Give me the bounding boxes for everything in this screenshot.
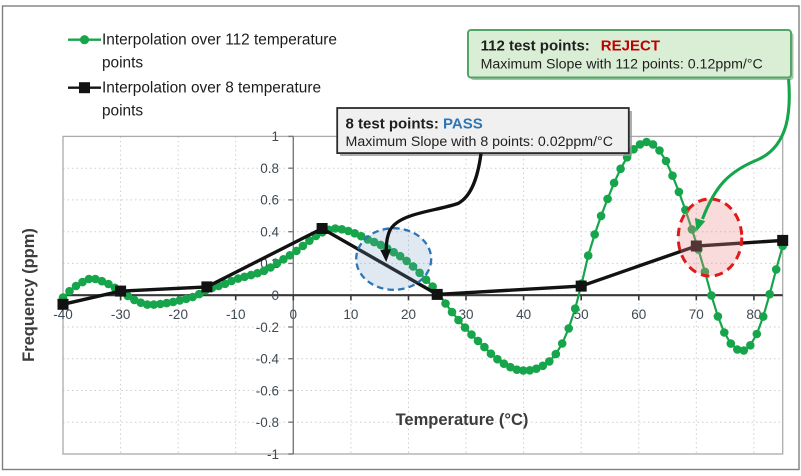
svg-text:10: 10 [343,307,358,322]
svg-text:0: 0 [271,288,279,303]
svg-text:Interpolation over 8 temperatu: Interpolation over 8 temperature [102,80,321,97]
svg-text:60: 60 [631,307,646,322]
svg-text:40: 40 [516,307,531,322]
svg-text:1: 1 [271,129,279,144]
svg-text:0: 0 [290,307,298,322]
svg-text:-10: -10 [226,307,246,322]
svg-text:points: points [102,55,143,72]
svg-text:points: points [102,103,143,120]
svg-text:-20: -20 [168,307,188,322]
svg-text:Interpolation over 112 tempera: Interpolation over 112 temperature [102,32,337,49]
svg-text:Maximum Slope with 8 points: 0: Maximum Slope with 8 points: 0.02ppm/°C [346,134,613,150]
svg-text:-0.8: -0.8 [256,415,279,430]
svg-text:-1: -1 [267,447,279,462]
svg-text:70: 70 [689,307,704,322]
svg-text:Frequency (ppm): Frequency (ppm) [20,228,38,362]
svg-text:-0.4: -0.4 [256,352,280,367]
svg-text:0.4: 0.4 [260,225,279,240]
svg-text:-40: -40 [53,307,73,322]
svg-text:20: 20 [401,307,416,322]
svg-text:0.6: 0.6 [260,193,279,208]
svg-text:-30: -30 [111,307,131,322]
svg-text:112 test points:REJECT: 112 test points: REJECT [481,37,660,54]
svg-text:-0.2: -0.2 [256,320,279,335]
svg-text:Temperature (°C): Temperature (°C) [396,411,529,429]
svg-text:80: 80 [746,307,761,322]
svg-text:8 test points: PASS: 8 test points: PASS [346,115,483,132]
svg-text:Maximum Slope with 112 points:: Maximum Slope with 112 points: 0.12ppm/°… [481,57,763,73]
svg-text:-0.6: -0.6 [256,383,279,398]
svg-text:0.8: 0.8 [260,161,279,176]
